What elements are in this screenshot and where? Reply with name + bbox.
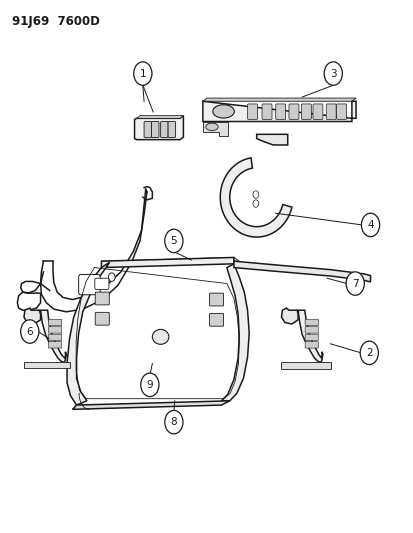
Text: 91J69  7600D: 91J69 7600D xyxy=(12,15,100,28)
FancyBboxPatch shape xyxy=(304,334,318,341)
Ellipse shape xyxy=(152,329,169,344)
Polygon shape xyxy=(202,122,227,136)
FancyBboxPatch shape xyxy=(288,104,298,119)
FancyBboxPatch shape xyxy=(312,104,322,119)
FancyBboxPatch shape xyxy=(304,327,318,333)
FancyBboxPatch shape xyxy=(304,342,318,348)
Ellipse shape xyxy=(205,123,218,131)
Text: 8: 8 xyxy=(170,417,177,427)
Circle shape xyxy=(361,213,379,237)
Polygon shape xyxy=(281,308,297,324)
Polygon shape xyxy=(24,308,40,324)
Polygon shape xyxy=(101,257,239,265)
FancyBboxPatch shape xyxy=(48,342,62,348)
FancyBboxPatch shape xyxy=(261,104,271,119)
FancyBboxPatch shape xyxy=(48,327,62,333)
Polygon shape xyxy=(67,262,109,405)
FancyBboxPatch shape xyxy=(48,319,62,326)
FancyBboxPatch shape xyxy=(95,312,109,325)
FancyBboxPatch shape xyxy=(160,122,168,138)
Text: 2: 2 xyxy=(365,348,372,358)
Circle shape xyxy=(359,341,377,365)
FancyBboxPatch shape xyxy=(247,104,257,119)
FancyBboxPatch shape xyxy=(304,319,318,326)
Circle shape xyxy=(164,229,183,253)
Polygon shape xyxy=(134,116,183,140)
FancyBboxPatch shape xyxy=(78,274,100,295)
Circle shape xyxy=(21,320,39,343)
FancyBboxPatch shape xyxy=(325,104,335,119)
FancyBboxPatch shape xyxy=(95,292,109,305)
FancyBboxPatch shape xyxy=(48,334,62,341)
Text: 3: 3 xyxy=(329,69,336,78)
FancyBboxPatch shape xyxy=(95,278,109,289)
Polygon shape xyxy=(136,116,183,118)
Text: 7: 7 xyxy=(351,279,358,288)
FancyBboxPatch shape xyxy=(144,122,151,138)
Text: 6: 6 xyxy=(26,327,33,336)
Text: 9: 9 xyxy=(146,380,153,390)
Polygon shape xyxy=(101,257,233,268)
Text: 5: 5 xyxy=(170,236,177,246)
FancyBboxPatch shape xyxy=(209,293,223,306)
Circle shape xyxy=(164,410,183,434)
Polygon shape xyxy=(72,401,229,409)
Circle shape xyxy=(133,62,152,85)
Ellipse shape xyxy=(212,104,234,118)
FancyBboxPatch shape xyxy=(275,104,285,119)
Circle shape xyxy=(252,200,258,207)
Circle shape xyxy=(323,62,342,85)
Polygon shape xyxy=(280,362,330,369)
Polygon shape xyxy=(220,158,291,237)
FancyBboxPatch shape xyxy=(151,122,159,138)
FancyBboxPatch shape xyxy=(168,122,175,138)
Circle shape xyxy=(345,272,363,295)
Circle shape xyxy=(252,191,258,198)
Polygon shape xyxy=(24,362,69,368)
Polygon shape xyxy=(297,310,322,362)
Circle shape xyxy=(140,373,159,397)
Polygon shape xyxy=(202,101,355,122)
FancyBboxPatch shape xyxy=(209,313,223,326)
Polygon shape xyxy=(202,98,355,101)
Text: 4: 4 xyxy=(366,220,373,230)
Polygon shape xyxy=(221,264,249,401)
Polygon shape xyxy=(40,310,66,362)
Text: 1: 1 xyxy=(139,69,146,78)
FancyBboxPatch shape xyxy=(336,104,346,119)
FancyBboxPatch shape xyxy=(301,104,311,119)
Polygon shape xyxy=(233,261,370,282)
Polygon shape xyxy=(256,134,287,145)
Circle shape xyxy=(108,273,115,281)
